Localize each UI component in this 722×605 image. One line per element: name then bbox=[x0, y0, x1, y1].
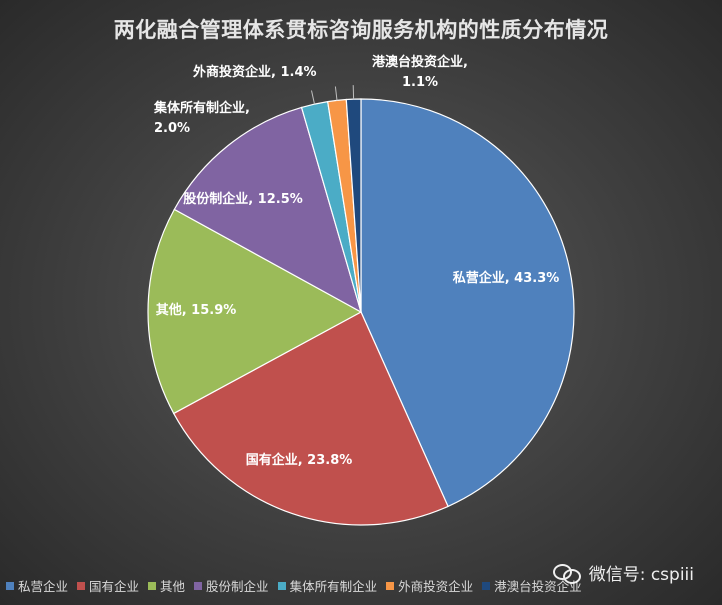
legend-swatch-3 bbox=[194, 581, 203, 590]
legend-label-5: 外商投资企业 bbox=[398, 579, 474, 594]
legend-label-3: 股份制企业 bbox=[206, 579, 269, 594]
pie-slice-2 bbox=[147, 208, 363, 415]
legend-label-1: 国有企业 bbox=[89, 579, 140, 594]
legend-label-0: 私营企业 bbox=[18, 579, 69, 594]
watermark: 微信号: cspiii bbox=[552, 560, 694, 585]
data-label-1: 国有企业, 23.8% bbox=[246, 452, 353, 468]
data-label-2: 其他, 15.9% bbox=[156, 302, 237, 318]
chart-title: 两化融合管理体系贯标咨询服务机构的性质分布情况 bbox=[113, 18, 609, 42]
pie-slice-3 bbox=[173, 106, 362, 314]
legend-swatch-1 bbox=[77, 581, 86, 590]
legend-label-2: 其他 bbox=[160, 579, 186, 594]
legend-item-2: 其他 bbox=[148, 576, 185, 595]
pie-slice-0 bbox=[360, 98, 575, 508]
legend-label-6: 港澳台投资企业 bbox=[494, 579, 582, 594]
legend-item-4: 集体所有制企业 bbox=[277, 576, 378, 595]
wechat-icon bbox=[552, 562, 581, 584]
legend-label-4: 集体所有制企业 bbox=[289, 579, 378, 594]
legend-item-5: 外商投资企业 bbox=[386, 576, 473, 595]
watermark-text: 微信号: cspiii bbox=[588, 565, 694, 585]
data-label-5: 外商投资企业, 1.4% bbox=[192, 64, 317, 80]
legend-item-3: 股份制企业 bbox=[194, 576, 269, 595]
legend-item-1: 国有企业 bbox=[77, 576, 139, 595]
leader-line-4 bbox=[311, 90, 315, 105]
legend-swatch-6 bbox=[482, 581, 491, 590]
legend-item-0: 私营企业 bbox=[6, 576, 68, 595]
legend-swatch-5 bbox=[386, 581, 395, 590]
pie-slice-1 bbox=[172, 311, 449, 526]
data-label-6: 港澳台投资企业, 1.1% bbox=[372, 54, 468, 90]
leader-line-5 bbox=[334, 86, 338, 101]
data-label-3: 股份制企业, 12.5% bbox=[183, 191, 303, 207]
data-label-4: 集体所有制企业, 2.0% bbox=[153, 100, 250, 136]
data-label-0: 私营企业, 43.3% bbox=[453, 270, 560, 286]
pie-slice-6 bbox=[345, 98, 362, 313]
legend-swatch-4 bbox=[277, 581, 286, 590]
legend-item-6: 港澳台投资企业 bbox=[482, 576, 582, 595]
legend-swatch-2 bbox=[148, 581, 157, 590]
legend-swatch-0 bbox=[6, 581, 14, 590]
chart-legend: 私营企业 国有企业 其他 股份制企业 集体所有制企业 外商投资企业 港澳台投资企业 bbox=[6, 576, 582, 595]
